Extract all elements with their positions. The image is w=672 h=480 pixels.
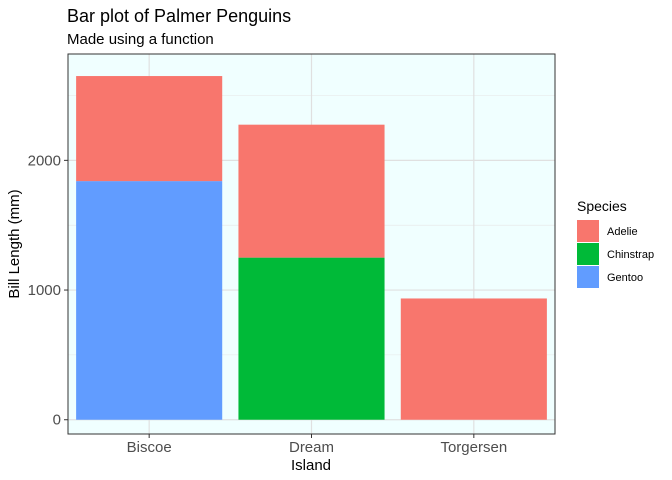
legend-label-gentoo: Gentoo	[607, 272, 643, 284]
x-tick-label: Torgersen	[440, 439, 507, 456]
y-tick-label: 0	[53, 412, 61, 429]
x-axis-title: Island	[291, 457, 331, 474]
legend: Species Adelie Chinstrap Gentoo	[577, 198, 654, 288]
legend-label-chinstrap: Chinstrap	[607, 249, 654, 261]
bar-biscoe-gentoo	[76, 181, 223, 420]
y-tick-label: 1000	[28, 282, 61, 299]
chart-title: Bar plot of Palmer Penguins	[67, 6, 291, 26]
bar-biscoe-adelie	[76, 76, 223, 182]
y-axis-title: Bill Length (mm)	[6, 189, 23, 298]
bar-torgersen-adelie	[400, 298, 547, 420]
bar-dream-adelie	[238, 124, 385, 258]
y-tick-label: 2000	[28, 152, 61, 169]
legend-key-gentoo	[577, 266, 599, 288]
legend-key-adelie	[577, 220, 599, 242]
chart-subtitle: Made using a function	[67, 31, 214, 48]
bars	[76, 76, 547, 420]
x-tick-label: Biscoe	[127, 439, 172, 456]
legend-key-chinstrap	[577, 243, 599, 265]
axes: 0 1000 2000 Biscoe Dream Torgersen	[28, 53, 556, 456]
x-tick-label: Dream	[289, 439, 334, 456]
legend-title: Species	[577, 198, 627, 214]
bar-dream-chinstrap	[238, 257, 385, 420]
legend-label-adelie: Adelie	[607, 226, 638, 238]
